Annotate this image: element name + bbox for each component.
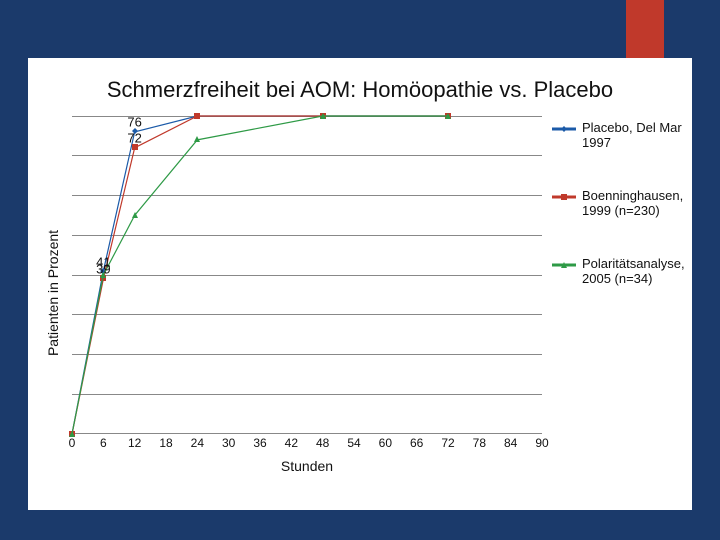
x-tick: 84 — [504, 436, 517, 450]
x-tick: 30 — [222, 436, 235, 450]
x-tick: 90 — [535, 436, 548, 450]
x-tick: 18 — [159, 436, 172, 450]
marker-polaritaet — [443, 111, 453, 121]
y-axis-label: Patienten in Prozent — [45, 229, 61, 355]
data-label: 76 — [127, 115, 141, 130]
legend-swatch — [552, 123, 576, 135]
x-tick: 72 — [441, 436, 454, 450]
data-label: 39 — [96, 262, 110, 277]
legend-item-polaritaet: Polaritätsanalyse, 2005 (n=34) — [552, 256, 682, 286]
legend-item-placebo: Placebo, Del Mar 1997 — [552, 120, 682, 150]
x-tick: 12 — [128, 436, 141, 450]
chart-title: Schmerzfreiheit bei AOM: Homöopathie vs.… — [28, 58, 692, 112]
series-polaritaet — [72, 116, 542, 434]
marker-polaritaet — [318, 111, 328, 121]
x-tick: 60 — [379, 436, 392, 450]
x-axis-label: Stunden — [68, 458, 546, 474]
legend-label: Placebo, Del Mar 1997 — [582, 120, 682, 150]
plot-area: 41763972 — [72, 116, 542, 434]
x-tick: 36 — [253, 436, 266, 450]
legend-swatch — [552, 259, 576, 271]
legend-label: Polaritätsanalyse, 2005 (n=34) — [582, 256, 685, 286]
chart-body: Patienten in Prozent 41763972 0612182430… — [28, 112, 692, 474]
legend-label: Boenninghausen, 1999 (n=230) — [582, 188, 683, 218]
legend-item-boenninghausen: Boenninghausen, 1999 (n=230) — [552, 188, 682, 218]
x-tick: 78 — [473, 436, 486, 450]
x-tick: 24 — [191, 436, 204, 450]
x-tick: 66 — [410, 436, 423, 450]
x-tick: 48 — [316, 436, 329, 450]
marker-polaritaet — [130, 210, 140, 220]
slide-accent — [626, 0, 664, 64]
x-tick: 6 — [100, 436, 107, 450]
x-axis-ticks: 061218243036424854606672788490 — [72, 436, 542, 456]
legend-swatch — [552, 191, 576, 203]
x-tick: 42 — [285, 436, 298, 450]
plot-column: 41763972 061218243036424854606672788490 … — [68, 112, 546, 474]
y-axis-label-col: Patienten in Prozent — [38, 112, 68, 474]
x-tick: 0 — [69, 436, 76, 450]
chart-panel: Schmerzfreiheit bei AOM: Homöopathie vs.… — [28, 58, 692, 510]
x-tick: 54 — [347, 436, 360, 450]
marker-polaritaet — [192, 134, 202, 144]
data-label: 72 — [127, 131, 141, 146]
legend: Placebo, Del Mar 1997 Boenninghausen, 199… — [546, 112, 686, 474]
